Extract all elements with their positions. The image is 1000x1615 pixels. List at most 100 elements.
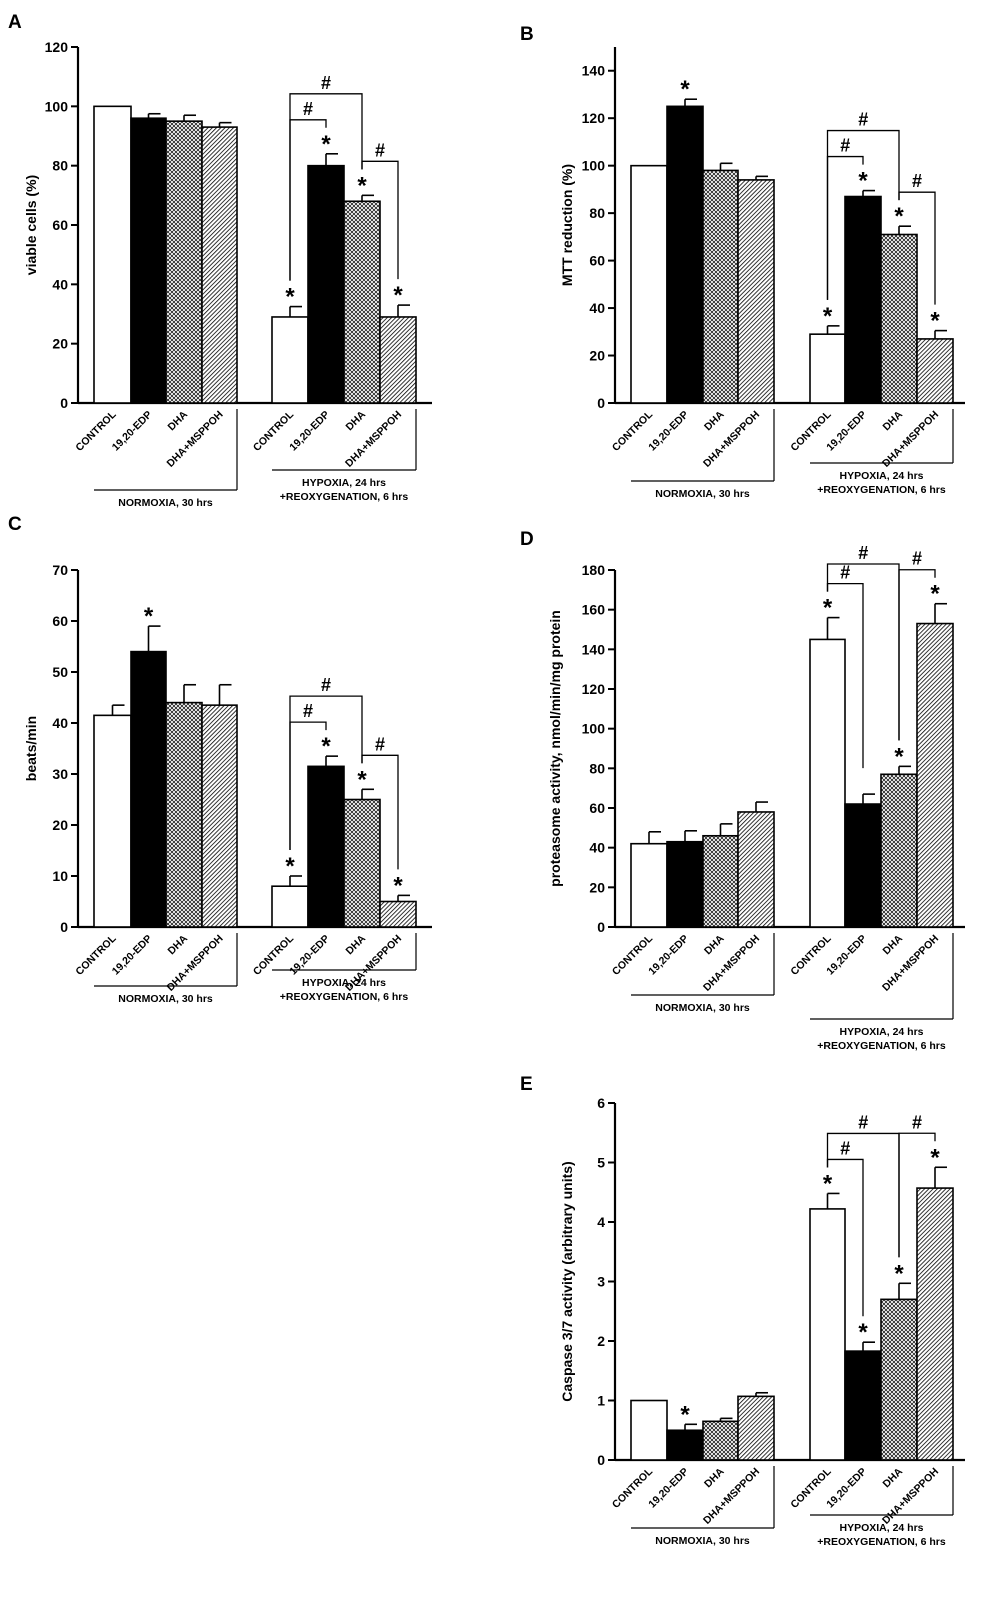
bar (343, 798, 381, 928)
y-tick-label: 2 (597, 1333, 605, 1349)
group-label: HYPOXIA, 24 hrs (839, 1522, 923, 1534)
significance-star: * (393, 872, 403, 899)
bar (809, 638, 846, 928)
significance-hash: # (858, 110, 868, 130)
y-tick-label: 160 (582, 602, 606, 618)
bar (737, 811, 775, 928)
y-axis-title: Caspase 3/7 activity (arbitrary units) (559, 1161, 575, 1401)
bar (916, 1187, 954, 1461)
panel-d: D 0 20 40 60 80 100 120 140 160 180 proteasome acti… (520, 529, 965, 1052)
y-axis-title: MTT reduction (%) (559, 164, 575, 286)
category-label: DHA (881, 408, 906, 433)
bar (379, 900, 417, 928)
significance-bracket (826, 155, 864, 300)
category-label: DHA (881, 1465, 906, 1490)
bar (666, 105, 704, 404)
significance-bracket (289, 721, 327, 850)
bar (844, 803, 882, 928)
bar (165, 120, 203, 404)
y-tick-label: 100 (582, 158, 606, 174)
significance-hash: # (303, 99, 313, 119)
y-tick-label: 60 (52, 217, 68, 233)
bar (844, 1350, 882, 1461)
panel-label: E (520, 1074, 533, 1095)
y-tick-label: 80 (589, 760, 605, 776)
significance-bracket (898, 569, 936, 741)
significance-hash: # (858, 1112, 868, 1132)
category-label: DHA (702, 932, 727, 957)
bar (93, 105, 132, 404)
group-label: HYPOXIA, 24 hrs (302, 977, 386, 989)
bar (666, 1429, 704, 1461)
bar (702, 169, 739, 404)
group-label: NORMOXIA, 30 hrs (118, 993, 213, 1005)
bar (165, 701, 203, 928)
significance-hash: # (912, 549, 922, 569)
bar (201, 126, 238, 404)
y-tick-label: 20 (589, 348, 605, 364)
y-tick-label: 20 (52, 336, 68, 352)
group-label: +REOXYGENATION, 6 hrs (280, 491, 409, 503)
significance-hash: # (321, 675, 331, 695)
significance-hash: # (912, 1112, 922, 1132)
bar (809, 1208, 846, 1461)
significance-star: * (823, 1170, 833, 1197)
bar (379, 316, 417, 404)
group-label: +REOXYGENATION, 6 hrs (817, 1536, 946, 1548)
group-label: HYPOXIA, 24 hrs (302, 477, 386, 489)
significance-star: * (930, 1144, 940, 1171)
significance-bracket (898, 191, 936, 305)
y-axis-title: proteasome activity, nmol/min/mg protein (547, 610, 563, 887)
y-tick-label: 100 (45, 98, 69, 114)
y-tick-label: 120 (582, 110, 606, 126)
y-tick-label: 6 (597, 1095, 605, 1111)
y-tick-label: 4 (597, 1214, 605, 1230)
group-label: +REOXYGENATION, 6 hrs (817, 1040, 946, 1052)
y-tick-label: 0 (60, 395, 68, 411)
y-tick-label: 30 (52, 766, 68, 782)
panel-label: C (8, 514, 22, 535)
category-label: DHA (881, 932, 906, 957)
y-tick-label: 70 (52, 562, 68, 578)
bar (916, 338, 954, 404)
significance-hash: # (840, 136, 850, 156)
significance-hash: # (840, 563, 850, 583)
bar (307, 164, 345, 404)
bar (271, 316, 309, 404)
bar (880, 233, 918, 404)
significance-bracket (361, 754, 399, 870)
y-tick-label: 40 (589, 840, 605, 856)
significance-bracket (289, 119, 327, 281)
significance-star: * (930, 581, 940, 608)
bar (880, 773, 918, 928)
significance-hash: # (840, 1138, 850, 1158)
y-tick-label: 20 (52, 817, 68, 833)
category-label: DHA (702, 408, 727, 433)
bar (130, 650, 167, 928)
y-axis-title: beats/min (23, 716, 39, 781)
significance-bracket (361, 160, 399, 280)
significance-star: * (393, 282, 403, 309)
y-tick-label: 50 (52, 664, 68, 680)
significance-star: * (321, 733, 331, 760)
group-label: HYPOXIA, 24 hrs (839, 470, 923, 482)
y-axis-title: viable cells (%) (23, 175, 39, 275)
significance-hash: # (303, 701, 313, 721)
y-tick-label: 40 (52, 276, 68, 292)
y-tick-label: 0 (597, 919, 605, 935)
panel-b: B 0 20 40 60 80 100 120 140 MTT reduction (%) * * * *… (520, 24, 965, 500)
bar (93, 714, 132, 928)
y-tick-label: 40 (589, 300, 605, 316)
bar (201, 704, 238, 928)
panel-e: E 0 1 2 3 4 5 6 Caspase 3/7 activity (arbitrary … (520, 1074, 965, 1548)
y-tick-label: 5 (597, 1155, 605, 1171)
y-tick-label: 1 (597, 1393, 605, 1409)
group-label: NORMOXIA, 30 hrs (655, 1535, 750, 1547)
significance-bracket (826, 1158, 864, 1317)
significance-star: * (680, 76, 690, 103)
bar (630, 164, 668, 404)
group-label: NORMOXIA, 30 hrs (655, 1002, 750, 1014)
category-label: DHA (344, 408, 369, 433)
y-tick-label: 80 (589, 205, 605, 221)
group-label: +REOXYGENATION, 6 hrs (280, 991, 409, 1003)
